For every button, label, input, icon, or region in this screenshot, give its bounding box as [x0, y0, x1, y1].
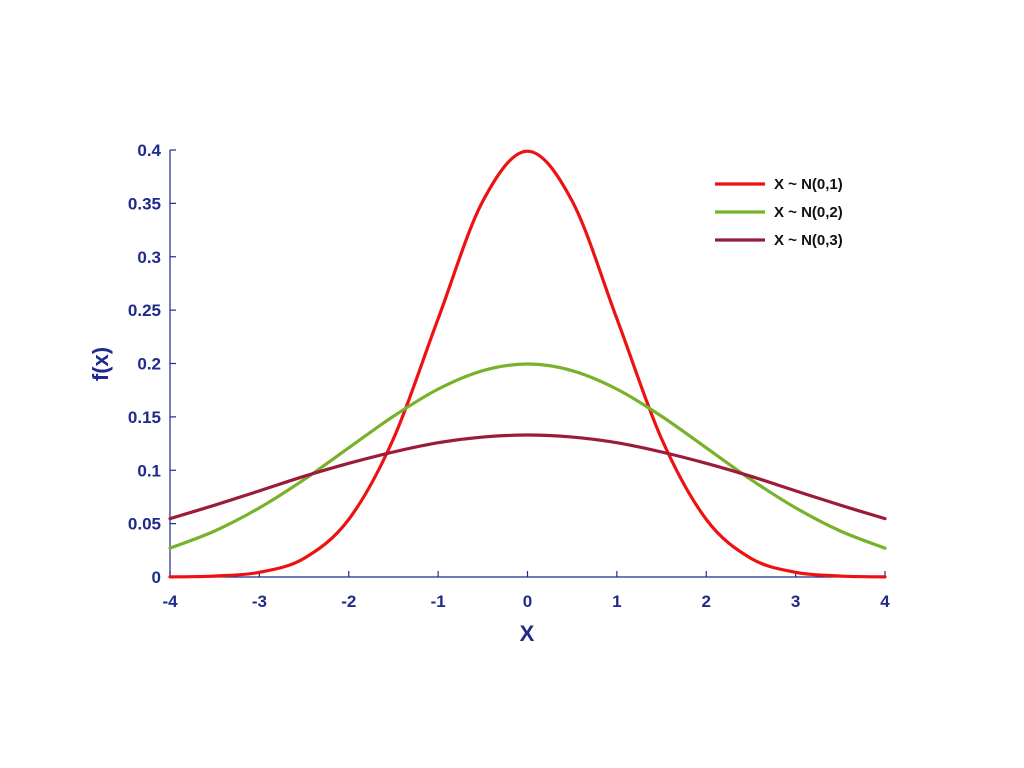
axes: -4 -3 -2 -1 0 1 2 3 4 0 0.05 0.1 0.15 0.2 0.25 0.3 0.35 0… — [128, 141, 890, 611]
legend: X ~ N(0,1) X ~ N(0,2) X ~ N(0,3) — [715, 176, 843, 249]
y-tick-label: 0.2 — [137, 355, 161, 374]
legend-label-2: X ~ N(0,2) — [774, 204, 843, 221]
x-tick-label: -3 — [252, 592, 267, 611]
y-tick-label: 0.4 — [137, 141, 161, 160]
x-tick-label: 2 — [702, 592, 711, 611]
y-tick-label: 0.3 — [137, 248, 161, 267]
legend-label-1: X ~ N(0,1) — [774, 176, 843, 193]
series-line-2 — [168, 362, 887, 550]
y-tick-label: 0.1 — [137, 461, 161, 480]
x-tick-label: 3 — [791, 592, 800, 611]
y-tick-label: 0 — [152, 568, 161, 587]
y-axis-title: f(x) — [88, 347, 113, 381]
series-line-1 — [168, 149, 887, 579]
y-tick-label: 0.35 — [128, 194, 161, 213]
x-axis-title: X — [520, 621, 535, 646]
y-tick-label: 0.05 — [128, 515, 161, 534]
y-tick-label: 0.25 — [128, 301, 161, 320]
x-tick-label: -1 — [431, 592, 446, 611]
y-tick-label: 0.15 — [128, 408, 161, 427]
legend-label-3: X ~ N(0,3) — [774, 232, 843, 249]
series-line-3 — [168, 433, 887, 521]
x-tick-label: -2 — [341, 592, 356, 611]
series-layer — [168, 149, 887, 579]
x-tick-label: 0 — [523, 592, 532, 611]
x-tick-label: 4 — [880, 592, 890, 611]
x-tick-label: 1 — [612, 592, 621, 611]
x-tick-label: -4 — [162, 592, 178, 611]
